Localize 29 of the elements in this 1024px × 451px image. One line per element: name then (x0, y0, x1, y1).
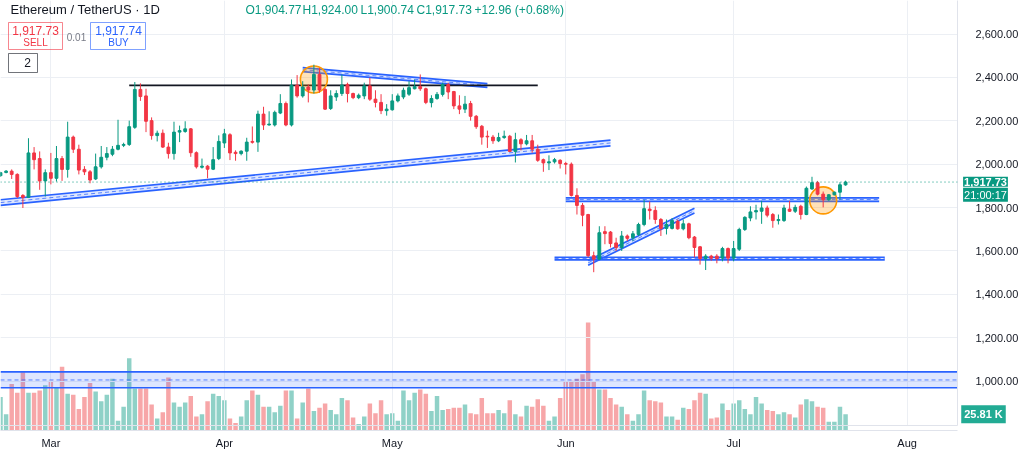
y-tick-label: 2,000.00 (975, 158, 1019, 171)
annotation: 1,917.73 (12, 24, 60, 38)
x-tick-label: Apr (215, 436, 234, 449)
y-tick-label: 1,400.00 (975, 288, 1019, 301)
chart-title: Ethereum / TetherUS · 1D (10, 2, 160, 17)
y-tick-label: 2,200.00 (975, 114, 1019, 127)
annotation: 2 (24, 56, 32, 70)
text: 21:00:17 (964, 188, 1007, 201)
annotation: 0.01 (66, 31, 87, 43)
annotation: SELL (23, 37, 49, 48)
y-tick-label: 1,800.00 (975, 201, 1019, 214)
x-tick-label: Jul (726, 436, 741, 449)
x-tick-label: Aug (897, 436, 917, 449)
y-tick-label: 2,400.00 (975, 71, 1019, 84)
annotation: L1,900.74 (360, 2, 415, 17)
annotation: H1,924.00 (302, 2, 359, 17)
y-tick-label: 1,600.00 (975, 244, 1019, 257)
ref-line-label: 1,917.73 (964, 175, 1007, 188)
x-tick-label: Jun (556, 436, 575, 449)
annotation: +12.96 (+0.68%) (474, 2, 564, 17)
annotation: 1,917.74 (95, 24, 143, 38)
x-tick-label: Mar (41, 436, 61, 449)
y-tick-label: 2,600.00 (975, 28, 1019, 41)
annotation: O1,904.77 (245, 2, 302, 17)
y-tick-label: 1,000.00 (975, 375, 1019, 388)
annotation: BUY (108, 37, 130, 48)
annotation: C1,917.73 (416, 2, 473, 17)
x-tick-label: May (381, 436, 404, 449)
y-tick-label: 1,200.00 (975, 331, 1019, 344)
